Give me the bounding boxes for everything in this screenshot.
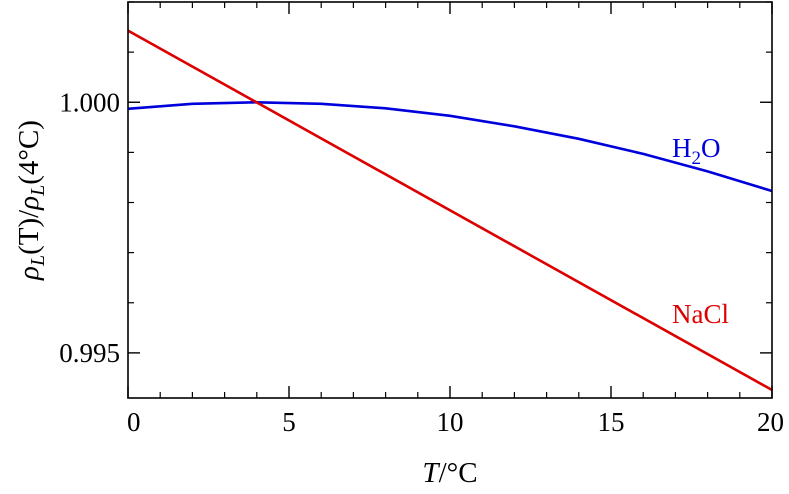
y-axis-rho2: ρ (13, 196, 45, 211)
series-layer (127, 29, 773, 392)
y-axis-sub2: L (27, 185, 49, 197)
x-tick-label: 10 (437, 407, 464, 437)
x-axis-var: T (422, 457, 440, 489)
series-label-h2o-a: H (672, 133, 692, 163)
ticks-layer (127, 1, 773, 398)
series-line-nacl (127, 29, 773, 392)
y-axis-sub: L (27, 255, 49, 267)
x-tick-label: 0 (127, 407, 141, 437)
series-label-nacl: NaCl (672, 299, 729, 329)
series-label-h2o-b: O (701, 133, 721, 163)
series-label-h2o: H2O (672, 133, 721, 169)
x-axis-unit: /°C (439, 457, 478, 489)
x-axis-title: T/°C (422, 457, 477, 489)
series-line-h2o (127, 101, 773, 193)
y-axis-rho: ρ (13, 266, 45, 281)
x-tick-label: 15 (598, 407, 625, 437)
y-tick-label: 1.000 (59, 87, 120, 117)
y-axis-title: ρL(T)/ρL(4°C) (13, 120, 49, 281)
y-tick-label: 0.995 (59, 338, 120, 368)
x-tick-label: 5 (282, 407, 296, 437)
y-axis-num-arg: (T) (13, 218, 45, 255)
y-axis-slash: / (13, 209, 45, 218)
x-tick-label: 20 (757, 407, 784, 437)
series-label-nacl-a: NaCl (672, 299, 729, 329)
y-axis-den-arg: (4°C) (13, 120, 45, 185)
tick-labels: 0 5 10 15 20 0.995 1.000 (59, 87, 784, 437)
series-label-h2o-sub: 2 (692, 148, 702, 169)
plot-frame (127, 1, 773, 399)
